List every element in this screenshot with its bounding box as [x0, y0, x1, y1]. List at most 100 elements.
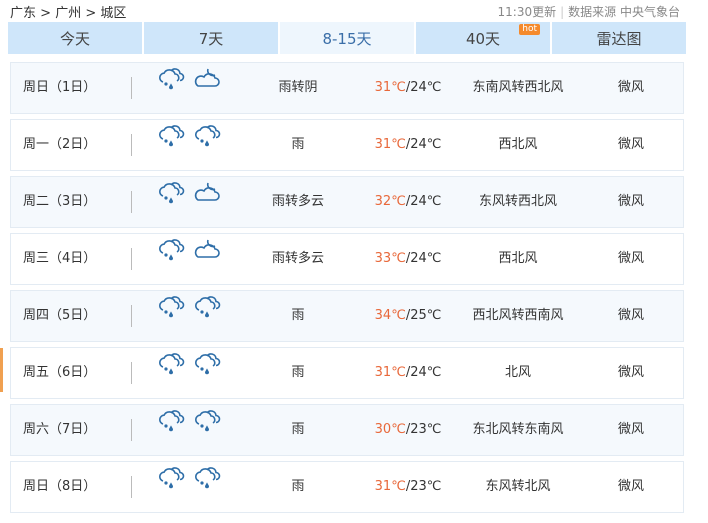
data-source: 11:30更新 | 数据来源 中央气象台	[497, 5, 680, 19]
day-date: 周六（7日）	[23, 422, 97, 437]
rain-cloud-icon	[193, 462, 221, 512]
breadcrumb-district: 城区	[100, 6, 127, 21]
temperature: 31℃/24℃	[356, 63, 460, 113]
wind-force: 微风	[617, 137, 644, 152]
low-temp: /23℃	[405, 479, 442, 494]
tab-today[interactable]: 今天	[8, 22, 142, 54]
divider	[131, 77, 132, 99]
low-temp: /25℃	[405, 308, 442, 323]
tab-7days[interactable]: 7天	[144, 22, 278, 54]
breadcrumb-sep: >	[85, 6, 97, 21]
weather-icons	[157, 234, 221, 284]
temperature: 34℃/25℃	[356, 291, 460, 341]
rain-cloud-icon	[193, 120, 221, 170]
rain-cloud-icon	[157, 63, 185, 113]
wind-force: 微风	[617, 422, 644, 437]
wind-direction: 北风	[504, 365, 531, 380]
rain-cloud-icon	[193, 348, 221, 398]
wind-force: 微风	[617, 479, 644, 494]
tab-label: 今天	[59, 29, 90, 48]
wind-direction: 东风转北风	[485, 479, 551, 494]
rain-cloud-icon	[157, 177, 185, 227]
tab-label: 7天	[198, 29, 224, 48]
forecast-tabs: 今天 7天 8-15天 40天 hot 雷达图	[8, 22, 686, 54]
forecast-row: 周六（7日） 雨 30℃/23℃ 东北风转东南风 微风	[10, 404, 684, 456]
divider	[131, 191, 132, 213]
temperature: 32℃/24℃	[356, 177, 460, 227]
wind-direction: 西北风	[498, 251, 538, 266]
weather-desc: 雨转阴	[278, 80, 318, 95]
update-time: 11:30更新	[497, 5, 557, 19]
forecast-row: 周一（2日） 雨 31℃/24℃ 西北风 微风	[10, 119, 684, 171]
high-temp: 30℃	[374, 422, 406, 437]
breadcrumb-province[interactable]: 广东	[10, 6, 37, 21]
forecast-row: 周日（1日） 雨转阴 31℃/24℃ 东南风转西北风 微风	[10, 62, 684, 114]
weather-icons	[157, 177, 221, 227]
high-temp: 32℃	[374, 194, 406, 209]
wind-direction: 东南风转西北风	[472, 80, 564, 95]
weather-icons	[157, 462, 221, 512]
weather-icons	[157, 120, 221, 170]
weather-desc: 雨	[291, 137, 305, 152]
divider	[131, 248, 132, 270]
day-date: 周五（6日）	[23, 365, 97, 380]
wind-force: 微风	[617, 308, 644, 323]
side-marker	[0, 348, 3, 392]
cloud-moon-icon	[193, 177, 221, 227]
high-temp: 33℃	[374, 251, 406, 266]
weather-desc: 雨	[291, 422, 305, 437]
high-temp: 34℃	[374, 308, 406, 323]
breadcrumb-city[interactable]: 广州	[55, 6, 82, 21]
divider	[131, 419, 132, 441]
divider	[131, 362, 132, 384]
low-temp: /23℃	[405, 422, 442, 437]
low-temp: /24℃	[405, 365, 442, 380]
hot-badge: hot	[519, 24, 540, 35]
tab-label: 8-15天	[322, 29, 372, 48]
wind-force: 微风	[617, 194, 644, 209]
rain-cloud-icon	[157, 234, 185, 284]
high-temp: 31℃	[374, 80, 406, 95]
weather-desc: 雨转多云	[271, 194, 324, 209]
wind-force: 微风	[617, 365, 644, 380]
wind-direction: 东北风转东南风	[472, 422, 564, 437]
low-temp: /24℃	[405, 137, 442, 152]
high-temp: 31℃	[374, 479, 406, 494]
day-date: 周日（1日）	[23, 80, 97, 95]
forecast-row: 周五（6日） 雨 31℃/24℃ 北风 微风	[10, 347, 684, 399]
tab-8-15days[interactable]: 8-15天	[280, 22, 414, 54]
rain-cloud-icon	[157, 348, 185, 398]
tab-40days[interactable]: 40天 hot	[416, 22, 550, 54]
tab-radar[interactable]: 雷达图	[552, 22, 686, 54]
temperature: 31℃/24℃	[356, 120, 460, 170]
low-temp: /24℃	[405, 251, 442, 266]
wind-direction: 西北风	[498, 137, 538, 152]
forecast-row: 周日（8日） 雨 31℃/23℃ 东风转北风 微风	[10, 461, 684, 513]
weather-desc: 雨	[291, 365, 305, 380]
weather-icons	[157, 63, 221, 113]
weather-desc: 雨	[291, 308, 305, 323]
rain-cloud-icon	[193, 405, 221, 455]
wind-force: 微风	[617, 251, 644, 266]
rain-cloud-icon	[157, 120, 185, 170]
forecast-row: 周三（4日） 雨转多云 33℃/24℃ 西北风 微风	[10, 233, 684, 285]
tab-label: 40天	[465, 29, 501, 48]
weather-icons	[157, 291, 221, 341]
rain-cloud-icon	[157, 405, 185, 455]
divider	[131, 134, 132, 156]
weather-desc: 雨	[291, 479, 305, 494]
rain-cloud-icon	[157, 291, 185, 341]
breadcrumb: 广东 > 广州 > 城区	[10, 2, 126, 21]
day-date: 周三（4日）	[23, 251, 97, 266]
temperature: 31℃/24℃	[356, 348, 460, 398]
wind-direction: 西北风转西南风	[472, 308, 564, 323]
weather-icons	[157, 348, 221, 398]
wind-force: 微风	[617, 80, 644, 95]
breadcrumb-sep: >	[40, 6, 52, 21]
high-temp: 31℃	[374, 137, 406, 152]
cloud-moon-icon	[193, 63, 221, 113]
low-temp: /24℃	[405, 194, 442, 209]
rain-cloud-icon	[193, 291, 221, 341]
cloud-moon-icon	[193, 234, 221, 284]
source-label: 数据来源 中央气象台	[568, 5, 680, 19]
